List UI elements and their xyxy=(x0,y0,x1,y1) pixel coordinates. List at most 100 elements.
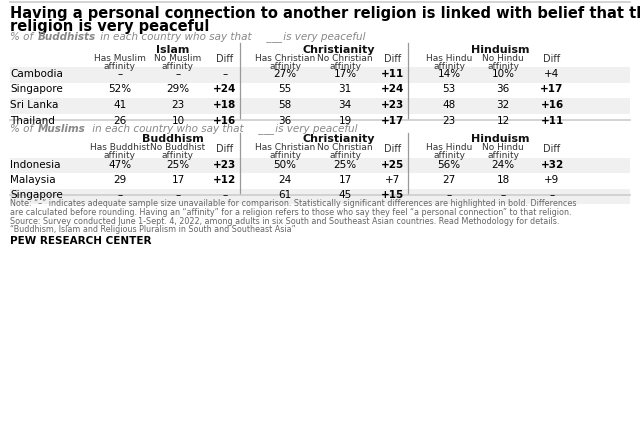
Text: 19: 19 xyxy=(339,116,351,126)
Text: Has Buddhist: Has Buddhist xyxy=(90,144,150,152)
Text: Diff: Diff xyxy=(216,54,234,64)
Text: 52%: 52% xyxy=(108,85,132,95)
Text: –: – xyxy=(222,69,228,79)
Text: 17: 17 xyxy=(172,175,184,185)
Text: No Buddhist: No Buddhist xyxy=(150,144,205,152)
Text: in each country who say that: in each country who say that xyxy=(89,124,244,134)
Text: 50%: 50% xyxy=(273,159,296,170)
Text: affinity: affinity xyxy=(269,62,301,71)
Text: 32: 32 xyxy=(497,100,509,110)
Text: 58: 58 xyxy=(278,100,292,110)
Text: affinity: affinity xyxy=(162,152,194,160)
Text: +12: +12 xyxy=(213,175,237,185)
Text: “Buddhism, Islam and Religious Pluralism in South and Southeast Asia”: “Buddhism, Islam and Religious Pluralism… xyxy=(10,225,296,234)
Text: Christianity: Christianity xyxy=(303,134,375,145)
Bar xyxy=(10,67,630,82)
Text: 47%: 47% xyxy=(108,159,132,170)
Text: +24: +24 xyxy=(381,85,404,95)
Text: 24: 24 xyxy=(278,175,292,185)
Text: 24%: 24% xyxy=(492,159,515,170)
Text: Diff: Diff xyxy=(385,54,401,64)
Text: Indonesia: Indonesia xyxy=(10,159,61,170)
Text: 23: 23 xyxy=(442,116,456,126)
Text: Diff: Diff xyxy=(543,144,561,153)
Text: 36: 36 xyxy=(278,116,292,126)
Text: 48: 48 xyxy=(442,100,456,110)
Text: Diff: Diff xyxy=(385,144,401,153)
Text: Buddhists: Buddhists xyxy=(38,32,96,42)
Text: affinity: affinity xyxy=(329,62,361,71)
Text: +16: +16 xyxy=(540,100,564,110)
Text: 10%: 10% xyxy=(492,69,515,79)
Text: affinity: affinity xyxy=(269,152,301,160)
Text: 10: 10 xyxy=(172,116,184,126)
Text: Singapore: Singapore xyxy=(10,191,63,201)
Text: –: – xyxy=(117,69,123,79)
Text: Has Christian: Has Christian xyxy=(255,54,315,63)
Text: No Muslim: No Muslim xyxy=(154,54,202,63)
Bar xyxy=(10,98,630,113)
Text: 27%: 27% xyxy=(273,69,296,79)
Text: 31: 31 xyxy=(339,85,351,95)
Text: –: – xyxy=(175,191,180,201)
Text: are calculated before rounding. Having an “affinity” for a religion refers to th: are calculated before rounding. Having a… xyxy=(10,208,572,217)
Text: Source: Survey conducted June 1-Sept. 4, 2022, among adults in six South and Sou: Source: Survey conducted June 1-Sept. 4,… xyxy=(10,216,559,226)
Text: Having a personal connection to another religion is linked with belief that the: Having a personal connection to another … xyxy=(10,6,640,21)
Text: 56%: 56% xyxy=(437,159,461,170)
Text: 14%: 14% xyxy=(437,69,461,79)
Text: +24: +24 xyxy=(213,85,237,95)
Text: religion is very peaceful: religion is very peaceful xyxy=(10,19,209,34)
Text: affinity: affinity xyxy=(433,152,465,160)
Text: +9: +9 xyxy=(545,175,559,185)
Text: is very peaceful: is very peaceful xyxy=(272,124,358,134)
Text: +32: +32 xyxy=(540,159,564,170)
Text: No Hindu: No Hindu xyxy=(482,54,524,63)
Text: Christianity: Christianity xyxy=(303,45,375,55)
Text: +7: +7 xyxy=(385,175,401,185)
Text: 61: 61 xyxy=(278,191,292,201)
Text: 36: 36 xyxy=(497,85,509,95)
Text: +18: +18 xyxy=(213,100,237,110)
Text: 25%: 25% xyxy=(166,159,189,170)
Text: Hinduism: Hinduism xyxy=(471,45,530,55)
Text: Sri Lanka: Sri Lanka xyxy=(10,100,58,110)
Text: 26: 26 xyxy=(113,116,127,126)
Text: Muslims: Muslims xyxy=(38,124,86,134)
Text: –: – xyxy=(500,191,506,201)
Text: Singapore: Singapore xyxy=(10,85,63,95)
Text: % of: % of xyxy=(10,124,36,134)
Text: Has Hindu: Has Hindu xyxy=(426,54,472,63)
Text: 17%: 17% xyxy=(333,69,356,79)
Text: +11: +11 xyxy=(381,69,404,79)
Text: No Christian: No Christian xyxy=(317,144,373,152)
Text: Has Hindu: Has Hindu xyxy=(426,144,472,152)
Text: 41: 41 xyxy=(113,100,127,110)
Text: Islam: Islam xyxy=(156,45,189,55)
Text: 18: 18 xyxy=(497,175,509,185)
Text: Diff: Diff xyxy=(543,54,561,64)
Text: No Christian: No Christian xyxy=(317,54,373,63)
Text: 12: 12 xyxy=(497,116,509,126)
Text: in each country who say that: in each country who say that xyxy=(97,32,252,42)
Text: affinity: affinity xyxy=(162,62,194,71)
Text: Note: “–” indicates adequate sample size unavailable for comparison. Statistical: Note: “–” indicates adequate sample size… xyxy=(10,199,577,208)
Text: 55: 55 xyxy=(278,85,292,95)
Text: Diff: Diff xyxy=(216,144,234,153)
Text: 45: 45 xyxy=(339,191,351,201)
Text: affinity: affinity xyxy=(329,152,361,160)
Text: affinity: affinity xyxy=(433,62,465,71)
Text: +25: +25 xyxy=(381,159,404,170)
Text: –: – xyxy=(117,191,123,201)
Text: % of: % of xyxy=(10,32,36,42)
Text: affinity: affinity xyxy=(487,62,519,71)
Text: is very peaceful: is very peaceful xyxy=(280,32,365,42)
Text: Has Muslim: Has Muslim xyxy=(94,54,146,63)
Text: +16: +16 xyxy=(213,116,237,126)
Bar xyxy=(10,188,630,204)
Text: PEW RESEARCH CENTER: PEW RESEARCH CENTER xyxy=(10,237,152,247)
Text: ___: ___ xyxy=(263,32,282,42)
Text: +23: +23 xyxy=(381,100,404,110)
Text: affinity: affinity xyxy=(104,152,136,160)
Text: 29: 29 xyxy=(113,175,127,185)
Text: 34: 34 xyxy=(339,100,351,110)
